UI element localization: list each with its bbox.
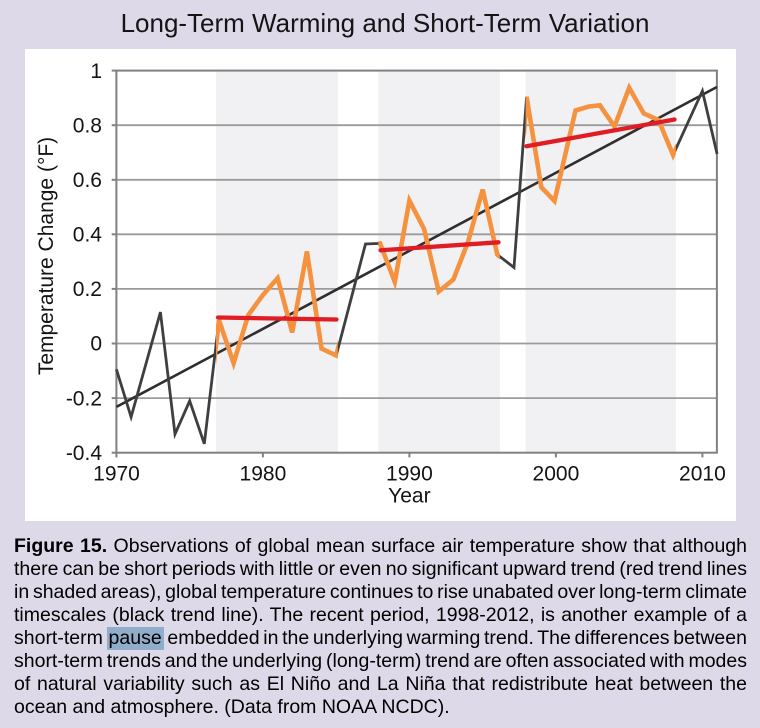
svg-text:0.8: 0.8	[73, 114, 102, 137]
svg-text:2010: 2010	[679, 463, 726, 486]
svg-text:-0.4: -0.4	[66, 442, 103, 465]
svg-text:1970: 1970	[93, 463, 140, 486]
svg-text:Temperature Change (°F): Temperature Change (°F)	[35, 137, 58, 375]
svg-text:1990: 1990	[386, 463, 433, 486]
svg-text:0.4: 0.4	[73, 224, 103, 247]
svg-text:0.2: 0.2	[73, 278, 102, 301]
svg-text:0.6: 0.6	[73, 169, 102, 192]
svg-text:Year: Year	[388, 485, 430, 508]
svg-text:2000: 2000	[533, 463, 580, 486]
svg-text:1: 1	[90, 60, 102, 83]
svg-text:-0.2: -0.2	[66, 387, 102, 410]
svg-text:0: 0	[90, 333, 102, 356]
svg-text:1980: 1980	[240, 463, 287, 486]
